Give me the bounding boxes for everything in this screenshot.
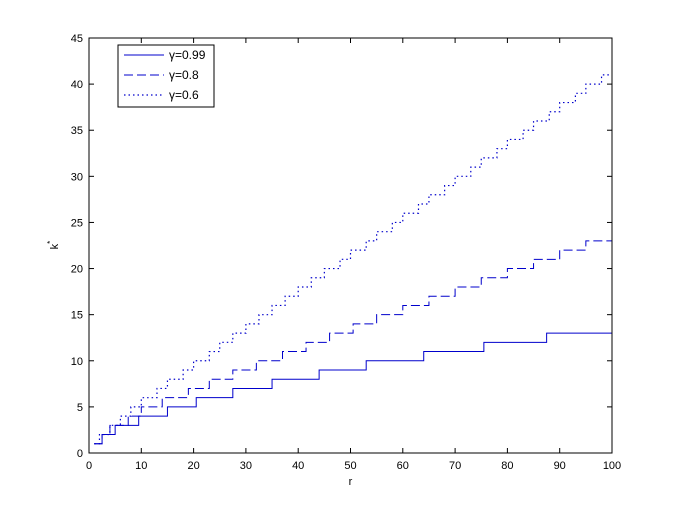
legend-label-1: γ=0.99 bbox=[169, 48, 206, 62]
x-tick-label: 0 bbox=[86, 460, 92, 472]
y-tick-label: 20 bbox=[71, 264, 83, 276]
x-tick-label: 40 bbox=[292, 460, 304, 472]
legend: γ=0.99 γ=0.8 γ=0.6 bbox=[117, 44, 215, 108]
legend-label-2: γ=0.8 bbox=[169, 68, 199, 82]
x-tick-label: 20 bbox=[187, 460, 199, 472]
x-tick-label: 80 bbox=[501, 460, 513, 472]
y-tick-label: 40 bbox=[71, 79, 83, 91]
y-axis-label-group: k* bbox=[46, 241, 61, 250]
y-axis-label-main: k bbox=[49, 243, 61, 249]
x-tick-label: 90 bbox=[554, 460, 566, 472]
y-tick-label: 15 bbox=[71, 310, 83, 322]
y-tick-label: 35 bbox=[71, 125, 83, 137]
y-tick-label: 0 bbox=[77, 448, 83, 460]
x-tick-label: 30 bbox=[240, 460, 252, 472]
y-tick-label: 25 bbox=[71, 217, 83, 229]
series-line-2 bbox=[94, 240, 612, 445]
series-layer bbox=[94, 74, 612, 445]
x-tick-label: 70 bbox=[449, 460, 461, 472]
y-axis: 0 5 10 15 20 25 30 35 40 45 bbox=[71, 33, 612, 460]
legend-label-3: γ=0.6 bbox=[169, 88, 199, 102]
y-tick-label: 45 bbox=[71, 33, 83, 45]
y-tick-label: 30 bbox=[71, 171, 83, 183]
y-tick-label: 5 bbox=[77, 402, 83, 414]
y-axis-label-superscript: * bbox=[46, 241, 55, 244]
y-axis-label: k* bbox=[46, 241, 61, 250]
x-tick-label: 60 bbox=[397, 460, 409, 472]
x-tick-label: 10 bbox=[135, 460, 147, 472]
x-axis: 0 10 20 30 40 50 60 70 80 90 100 bbox=[86, 38, 621, 472]
y-tick-label: 10 bbox=[71, 356, 83, 368]
x-axis-label: r bbox=[349, 476, 353, 488]
x-tick-label: 50 bbox=[344, 460, 356, 472]
x-tick-label: 100 bbox=[603, 460, 621, 472]
